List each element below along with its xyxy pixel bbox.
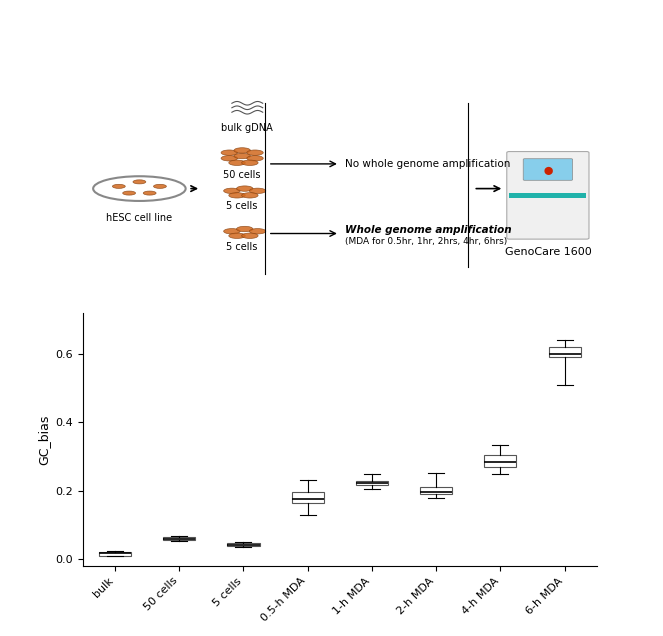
Text: ⬤: ⬤ [543, 166, 552, 175]
FancyBboxPatch shape [523, 159, 573, 180]
Ellipse shape [229, 193, 245, 198]
PathPatch shape [548, 347, 581, 357]
Ellipse shape [241, 160, 258, 165]
PathPatch shape [163, 537, 196, 541]
Ellipse shape [123, 191, 135, 195]
Ellipse shape [113, 184, 125, 188]
PathPatch shape [356, 481, 388, 485]
Text: 5 cells: 5 cells [227, 201, 258, 211]
PathPatch shape [484, 455, 516, 467]
Ellipse shape [247, 156, 263, 161]
Text: (MDA for 0.5hr, 1hr, 2hrs, 4hr, 6hrs): (MDA for 0.5hr, 1hr, 2hrs, 4hr, 6hrs) [345, 237, 507, 246]
Ellipse shape [237, 226, 253, 232]
Y-axis label: GC_bias: GC_bias [37, 414, 50, 465]
Ellipse shape [154, 184, 166, 188]
Ellipse shape [143, 191, 156, 195]
Ellipse shape [221, 156, 237, 161]
Text: No whole genome amplification: No whole genome amplification [345, 159, 511, 169]
Ellipse shape [223, 188, 240, 193]
Ellipse shape [249, 228, 266, 234]
Ellipse shape [234, 153, 251, 159]
FancyBboxPatch shape [507, 151, 589, 239]
Text: 50 cells: 50 cells [223, 170, 261, 179]
Text: hESC cell line: hESC cell line [106, 213, 172, 223]
Bar [509, 193, 587, 198]
Ellipse shape [237, 186, 253, 191]
Text: 5 cells: 5 cells [227, 242, 258, 252]
Ellipse shape [223, 228, 240, 234]
Text: bulk gDNA: bulk gDNA [221, 123, 273, 134]
PathPatch shape [99, 551, 131, 556]
Ellipse shape [247, 150, 263, 155]
PathPatch shape [292, 492, 324, 502]
Ellipse shape [229, 160, 245, 165]
Ellipse shape [249, 188, 266, 193]
Ellipse shape [221, 150, 237, 155]
Ellipse shape [234, 148, 251, 153]
Ellipse shape [241, 193, 258, 198]
Text: GenoCare 1600: GenoCare 1600 [505, 247, 591, 257]
PathPatch shape [420, 487, 452, 494]
Ellipse shape [229, 233, 245, 238]
Ellipse shape [241, 233, 258, 238]
PathPatch shape [227, 543, 259, 546]
Ellipse shape [133, 180, 146, 184]
Text: Whole genome amplification: Whole genome amplification [345, 225, 512, 235]
